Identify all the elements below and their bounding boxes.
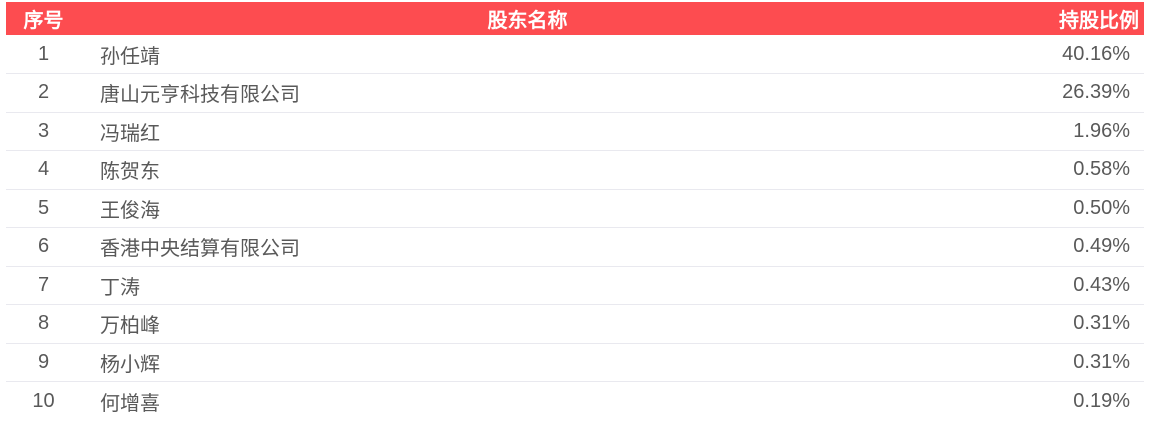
row-index: 8 bbox=[6, 304, 81, 344]
shareholding-ratio: 0.58% bbox=[974, 150, 1144, 190]
shareholding-ratio: 0.31% bbox=[974, 304, 1144, 344]
row-index: 7 bbox=[6, 266, 81, 305]
table-row: 2 唐山元亨科技有限公司 26.39% bbox=[6, 73, 1144, 113]
shareholder-name: 孙任靖 bbox=[81, 35, 974, 74]
shareholding-ratio: 0.19% bbox=[1073, 389, 1130, 412]
table-row: 5 王俊海 0.50% bbox=[6, 189, 1144, 228]
shareholder-name: 万柏峰 bbox=[81, 304, 974, 344]
table-row: 8 万柏峰 0.31% bbox=[6, 304, 1144, 344]
shareholder-name: 冯瑞红 bbox=[81, 112, 974, 151]
shareholder-name: 杨小辉 bbox=[81, 343, 974, 382]
column-header-shareholder-name: 股东名称 bbox=[81, 2, 974, 35]
table-row: 4 陈贺东 0.58% bbox=[6, 150, 1144, 190]
column-header-index: 序号 bbox=[6, 2, 81, 35]
row-index: 5 bbox=[6, 189, 81, 228]
row-index: 1 bbox=[6, 35, 81, 74]
row-index: 9 bbox=[6, 343, 81, 382]
table-row: 3 冯瑞红 1.96% bbox=[6, 112, 1144, 151]
shareholder-name: 陈贺东 bbox=[81, 150, 974, 190]
page: 序号 股东名称 持股比例 1 孙任靖 40.16% 2 唐山元亨科技有限公司 26.39%… bbox=[6, 2, 1144, 420]
shareholders-table: 序号 股东名称 持股比例 1 孙任靖 40.16% 2 唐山元亨科技有限公司 26.39%… bbox=[6, 2, 1144, 420]
table-header: 序号 股东名称 持股比例 bbox=[6, 2, 1144, 35]
table-row: 7 丁涛 0.43% bbox=[6, 266, 1144, 305]
table-row: 10 何增喜 0.19% bbox=[6, 382, 1144, 421]
shareholder-name: 香港中央结算有限公司 bbox=[81, 227, 974, 267]
column-header-shareholding-ratio: 持股比例 bbox=[974, 2, 1144, 35]
table-row: 9 杨小辉 0.31% bbox=[6, 343, 1144, 382]
shareholding-ratio: 40.16% bbox=[974, 35, 1144, 74]
shareholder-name: 何增喜 bbox=[100, 392, 160, 415]
shareholding-ratio: 26.39% bbox=[974, 73, 1144, 113]
row-index: 2 bbox=[6, 73, 81, 113]
row-index: 4 bbox=[6, 150, 81, 190]
shareholder-name: 唐山元亨科技有限公司 bbox=[81, 73, 974, 113]
shareholding-ratio: 0.31% bbox=[974, 343, 1144, 382]
shareholding-ratio: 0.50% bbox=[974, 189, 1144, 228]
row-index: 6 bbox=[6, 227, 81, 267]
shareholder-name: 丁涛 bbox=[81, 266, 974, 305]
header-row: 序号 股东名称 持股比例 bbox=[6, 2, 1144, 35]
shareholding-ratio: 0.43% bbox=[974, 266, 1144, 305]
shareholding-ratio: 1.96% bbox=[974, 112, 1144, 151]
shareholder-name: 王俊海 bbox=[81, 189, 974, 228]
table-row: 1 孙任靖 40.16% bbox=[6, 35, 1144, 74]
row-index: 10 bbox=[32, 389, 55, 412]
row-index: 3 bbox=[6, 112, 81, 151]
shareholding-ratio: 0.49% bbox=[974, 227, 1144, 267]
table-row: 6 香港中央结算有限公司 0.49% bbox=[6, 227, 1144, 267]
table-body: 1 孙任靖 40.16% 2 唐山元亨科技有限公司 26.39% 3 冯瑞红 1.96% 4 陈贺东… bbox=[6, 35, 1144, 420]
